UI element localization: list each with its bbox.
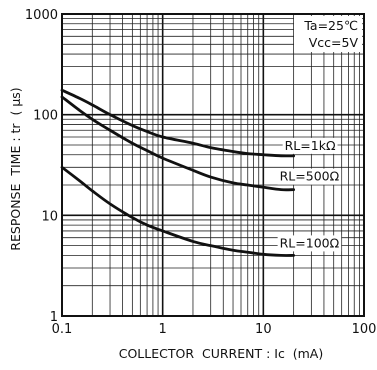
- x-tick-label: 1: [159, 322, 167, 337]
- series-label-rl-100: RL=100Ω: [280, 235, 340, 250]
- y-axis-label: RESPONSE TIME : tr ( μs): [8, 87, 23, 250]
- y-tick-label: 1: [50, 310, 58, 325]
- annotation-temperature: Ta=25℃: [303, 18, 358, 33]
- series-line: [60, 88, 296, 158]
- series-label-background: [282, 137, 338, 154]
- annotation-supply-voltage: Vcc=5V: [309, 35, 359, 50]
- series-label-rl-500: RL=500Ω: [280, 169, 340, 184]
- plot-area-frame: [61, 13, 365, 317]
- series-label-background: [277, 235, 342, 252]
- series-curves: [60, 88, 296, 257]
- x-axis-label: COLLECTOR CURRENT : Ic (mA): [119, 346, 324, 361]
- conditions-box-background: [294, 16, 362, 52]
- x-tick-label: 0.1: [52, 322, 73, 337]
- series-label-rl-1k: RL=1kΩ: [285, 138, 336, 153]
- y-tick-label: 100: [33, 109, 58, 124]
- x-tick-label: 100: [352, 322, 377, 337]
- series-line: [60, 95, 296, 192]
- series-line: [60, 165, 296, 257]
- series-label-background: [277, 168, 342, 185]
- grid-lines: [62, 14, 364, 316]
- y-tick-label: 1000: [25, 8, 58, 23]
- y-tick-label: 10: [41, 209, 58, 224]
- series-labels: RL=1kΩ RL=500Ω RL=100Ω: [277, 137, 342, 252]
- x-tick-label: 10: [255, 322, 272, 337]
